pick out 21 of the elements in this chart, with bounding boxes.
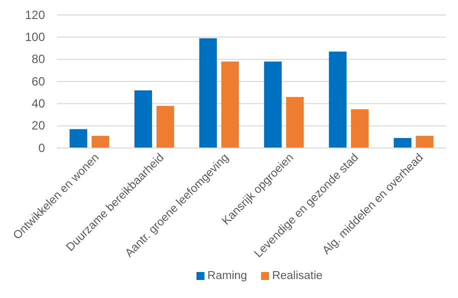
bar (156, 106, 174, 148)
bar (134, 90, 152, 148)
y-tick-label: 40 (32, 96, 46, 111)
bar (416, 136, 434, 148)
bar (328, 52, 347, 148)
y-tick-label: 120 (24, 8, 46, 22)
legend-label: Raming (207, 270, 248, 282)
y-tick-label: 20 (32, 118, 46, 133)
y-tick-label: 100 (24, 30, 46, 44)
bar (92, 136, 110, 148)
y-tick-label: 0 (38, 140, 46, 155)
bar (394, 138, 412, 148)
legend-label: Realisatie (272, 270, 323, 282)
bar (199, 38, 217, 148)
bar (350, 109, 369, 148)
bar (70, 129, 88, 148)
bar (221, 62, 239, 148)
bar (286, 97, 304, 148)
y-tick-label: 60 (32, 74, 46, 88)
y-tick-label: 80 (32, 52, 46, 66)
bar (264, 62, 282, 148)
